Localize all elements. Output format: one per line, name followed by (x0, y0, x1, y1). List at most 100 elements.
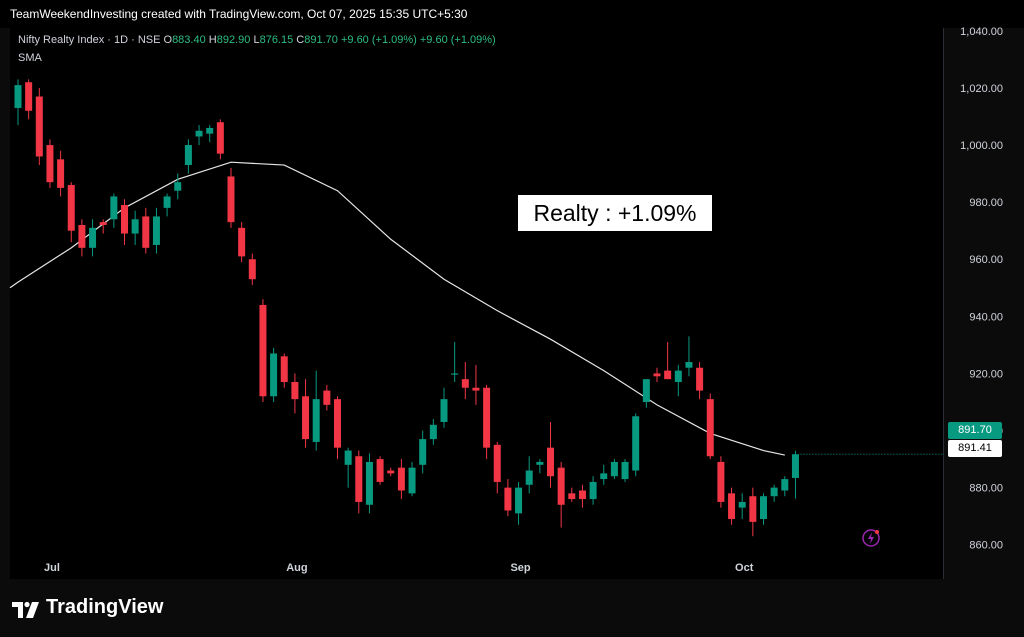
high-value: 892.90 (216, 34, 251, 46)
lightning-icon[interactable] (861, 528, 881, 548)
candle-body (770, 487, 778, 497)
candle-body (163, 196, 171, 208)
candle-body (334, 399, 341, 448)
candle-body (280, 356, 288, 383)
candle-body (195, 130, 203, 137)
candle-body (760, 496, 767, 520)
candle-body (121, 205, 128, 234)
candle-body (621, 461, 629, 480)
candle-body (749, 496, 757, 522)
close-value: 891.70 (304, 34, 338, 46)
top-bar: TeamWeekendInvesting created with Tradin… (0, 0, 1024, 28)
candle-body (728, 493, 736, 520)
candle-body (568, 493, 576, 500)
sma-price-tag: 891.41 (948, 440, 1002, 457)
y-tick-label: 940.00 (969, 311, 1003, 323)
y-tick-label: 980.00 (969, 197, 1003, 209)
candle-body (57, 159, 65, 188)
candle-body (515, 487, 523, 514)
candle-body (717, 461, 725, 502)
low-label: L (253, 34, 260, 46)
candle-body (142, 216, 150, 248)
candle-body (674, 370, 682, 383)
candle-body (355, 456, 363, 502)
x-tick-label: Oct (735, 562, 754, 574)
candle-body (397, 467, 405, 491)
high-label: H (208, 34, 217, 46)
candle-body (472, 387, 480, 391)
candle-body (302, 396, 310, 440)
candle-body (110, 196, 118, 220)
candle-body (248, 259, 256, 280)
candle-body (493, 444, 501, 482)
candle-body (25, 82, 33, 111)
y-tick-label: 1,040.00 (960, 26, 1003, 38)
candle-body (525, 470, 533, 485)
candle-body (610, 461, 618, 477)
change-value-2: +9.60 (+1.09%) (419, 34, 496, 46)
candle-body (557, 467, 565, 505)
candle-body (365, 461, 373, 505)
candle-body (451, 373, 459, 375)
x-tick-label: Jul (44, 562, 60, 574)
candle-body (419, 439, 427, 465)
candle-body (174, 182, 182, 191)
open-label: O (163, 34, 173, 46)
x-tick-label: Sep (510, 562, 530, 574)
open-value: 883.40 (172, 34, 206, 46)
candle-body (461, 379, 469, 388)
sma-indicator-label[interactable]: SMA (18, 52, 42, 64)
candle-body (131, 219, 139, 234)
last-price-tag: 891.70 (948, 422, 1002, 439)
candle-body (344, 450, 352, 465)
candle-body (738, 501, 746, 508)
candle-body (429, 424, 437, 440)
candle-body (632, 416, 640, 471)
low-value: 876.15 (259, 34, 294, 46)
candle-body (89, 227, 97, 248)
candle-body (653, 373, 661, 377)
candle-body (696, 367, 704, 391)
candle-body (578, 490, 586, 500)
change-value: +9.60 (+1.09%) (340, 34, 417, 46)
candle-body (376, 459, 384, 482)
candle-body (483, 387, 491, 448)
plot-area[interactable] (10, 28, 944, 579)
candle-body (67, 185, 75, 231)
candle-body (440, 399, 448, 422)
symbol-label[interactable]: Nifty Realty Index · 1D · NSE (18, 34, 161, 46)
candle-body (504, 487, 512, 511)
candle-body (78, 224, 86, 248)
candle-body (227, 176, 235, 223)
candle-body (408, 467, 416, 494)
y-tick-label: 860.00 (969, 540, 1003, 552)
candle-body (46, 145, 54, 183)
tradingview-logo-icon (12, 601, 39, 618)
candle-body (238, 227, 246, 257)
candle-body (706, 399, 714, 457)
candle-body (312, 399, 320, 442)
candle-body (664, 370, 672, 380)
close-label: C (296, 34, 305, 46)
x-tick-label: Aug (286, 562, 307, 574)
candle-body (14, 85, 22, 108)
ohlc-legend: Nifty Realty Index · 1D · NSE O883.40 H8… (18, 34, 496, 46)
candle-body (387, 470, 395, 474)
candle-body (270, 353, 278, 397)
y-tick-label: 1,000.00 (960, 140, 1003, 152)
candle-body (589, 481, 597, 500)
candle-body (291, 382, 299, 400)
candle-body (35, 96, 43, 157)
y-tick-label: 880.00 (969, 483, 1003, 495)
candle-body (642, 379, 650, 402)
candle-body (184, 145, 192, 166)
tradingview-brand: TradingView (46, 596, 164, 618)
sma-line (9, 161, 785, 456)
realty-annotation: Realty : +1.09% (518, 195, 712, 231)
candle-body (99, 222, 107, 225)
candle-body (781, 479, 789, 491)
candle-body (206, 127, 214, 134)
attribution-text: TeamWeekendInvesting created with Tradin… (10, 7, 468, 21)
